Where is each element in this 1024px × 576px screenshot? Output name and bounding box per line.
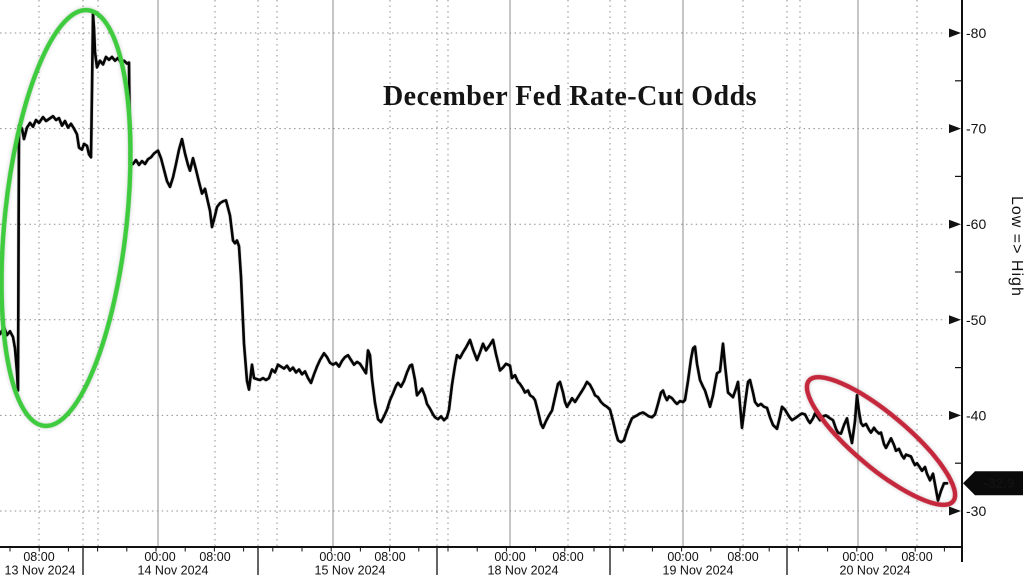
time-label: 08:00 xyxy=(727,550,758,564)
y-tick-arrow-50 xyxy=(949,315,961,325)
last-value-badge: -32.9 xyxy=(963,471,1023,496)
time-label: 08:00 xyxy=(552,550,583,564)
y-axis-label-40: -40 xyxy=(966,407,986,423)
date-label: 14 Nov 2024 xyxy=(138,564,209,576)
y-tick-arrow-70 xyxy=(949,124,961,134)
date-label: 18 Nov 2024 xyxy=(488,564,559,576)
y-axis-label-70: -70 xyxy=(966,121,986,137)
last-value-badge-shape xyxy=(963,471,1023,496)
odds-series-line xyxy=(0,12,949,502)
y-axis-labels: -80 -70 -60 -50 -40 -30 xyxy=(966,25,986,519)
y-axis-label-60: -60 xyxy=(966,216,986,232)
last-value-badge-label: -32.9 xyxy=(984,476,1015,491)
green-ellipse-annotation xyxy=(0,7,133,429)
y-axis-label-80: -80 xyxy=(966,25,986,41)
date-label: 19 Nov 2024 xyxy=(663,564,734,576)
time-label: 00:00 xyxy=(842,550,873,564)
time-label: 08:00 xyxy=(23,550,54,564)
y-axis-label-50: -50 xyxy=(966,312,986,328)
axes xyxy=(0,0,963,562)
time-label: 08:00 xyxy=(374,550,405,564)
time-label: 00:00 xyxy=(494,550,525,564)
y-tick-arrow-60 xyxy=(949,219,961,229)
vertical-gridlines xyxy=(38,0,918,547)
date-label: 20 Nov 2024 xyxy=(840,564,911,576)
date-label: 13 Nov 2024 xyxy=(5,564,76,576)
date-label: 15 Nov 2024 xyxy=(315,564,386,576)
time-label: 08:00 xyxy=(199,550,230,564)
time-label: 08:00 xyxy=(901,550,932,564)
y-tick-arrow-40 xyxy=(949,410,961,420)
y-tick-arrow-30 xyxy=(949,506,961,516)
y-axis-label-30: -30 xyxy=(966,503,986,519)
chart-title: December Fed Rate-Cut Odds xyxy=(383,81,757,112)
time-label: 00:00 xyxy=(144,550,175,564)
axis-ticks xyxy=(9,28,962,575)
y-tick-arrow-80 xyxy=(949,28,961,38)
time-label: 00:00 xyxy=(667,550,698,564)
red-ellipse-annotation xyxy=(804,374,958,508)
y-axis-orientation-note: Low => High xyxy=(1008,196,1024,297)
time-label: 00:00 xyxy=(319,550,350,564)
